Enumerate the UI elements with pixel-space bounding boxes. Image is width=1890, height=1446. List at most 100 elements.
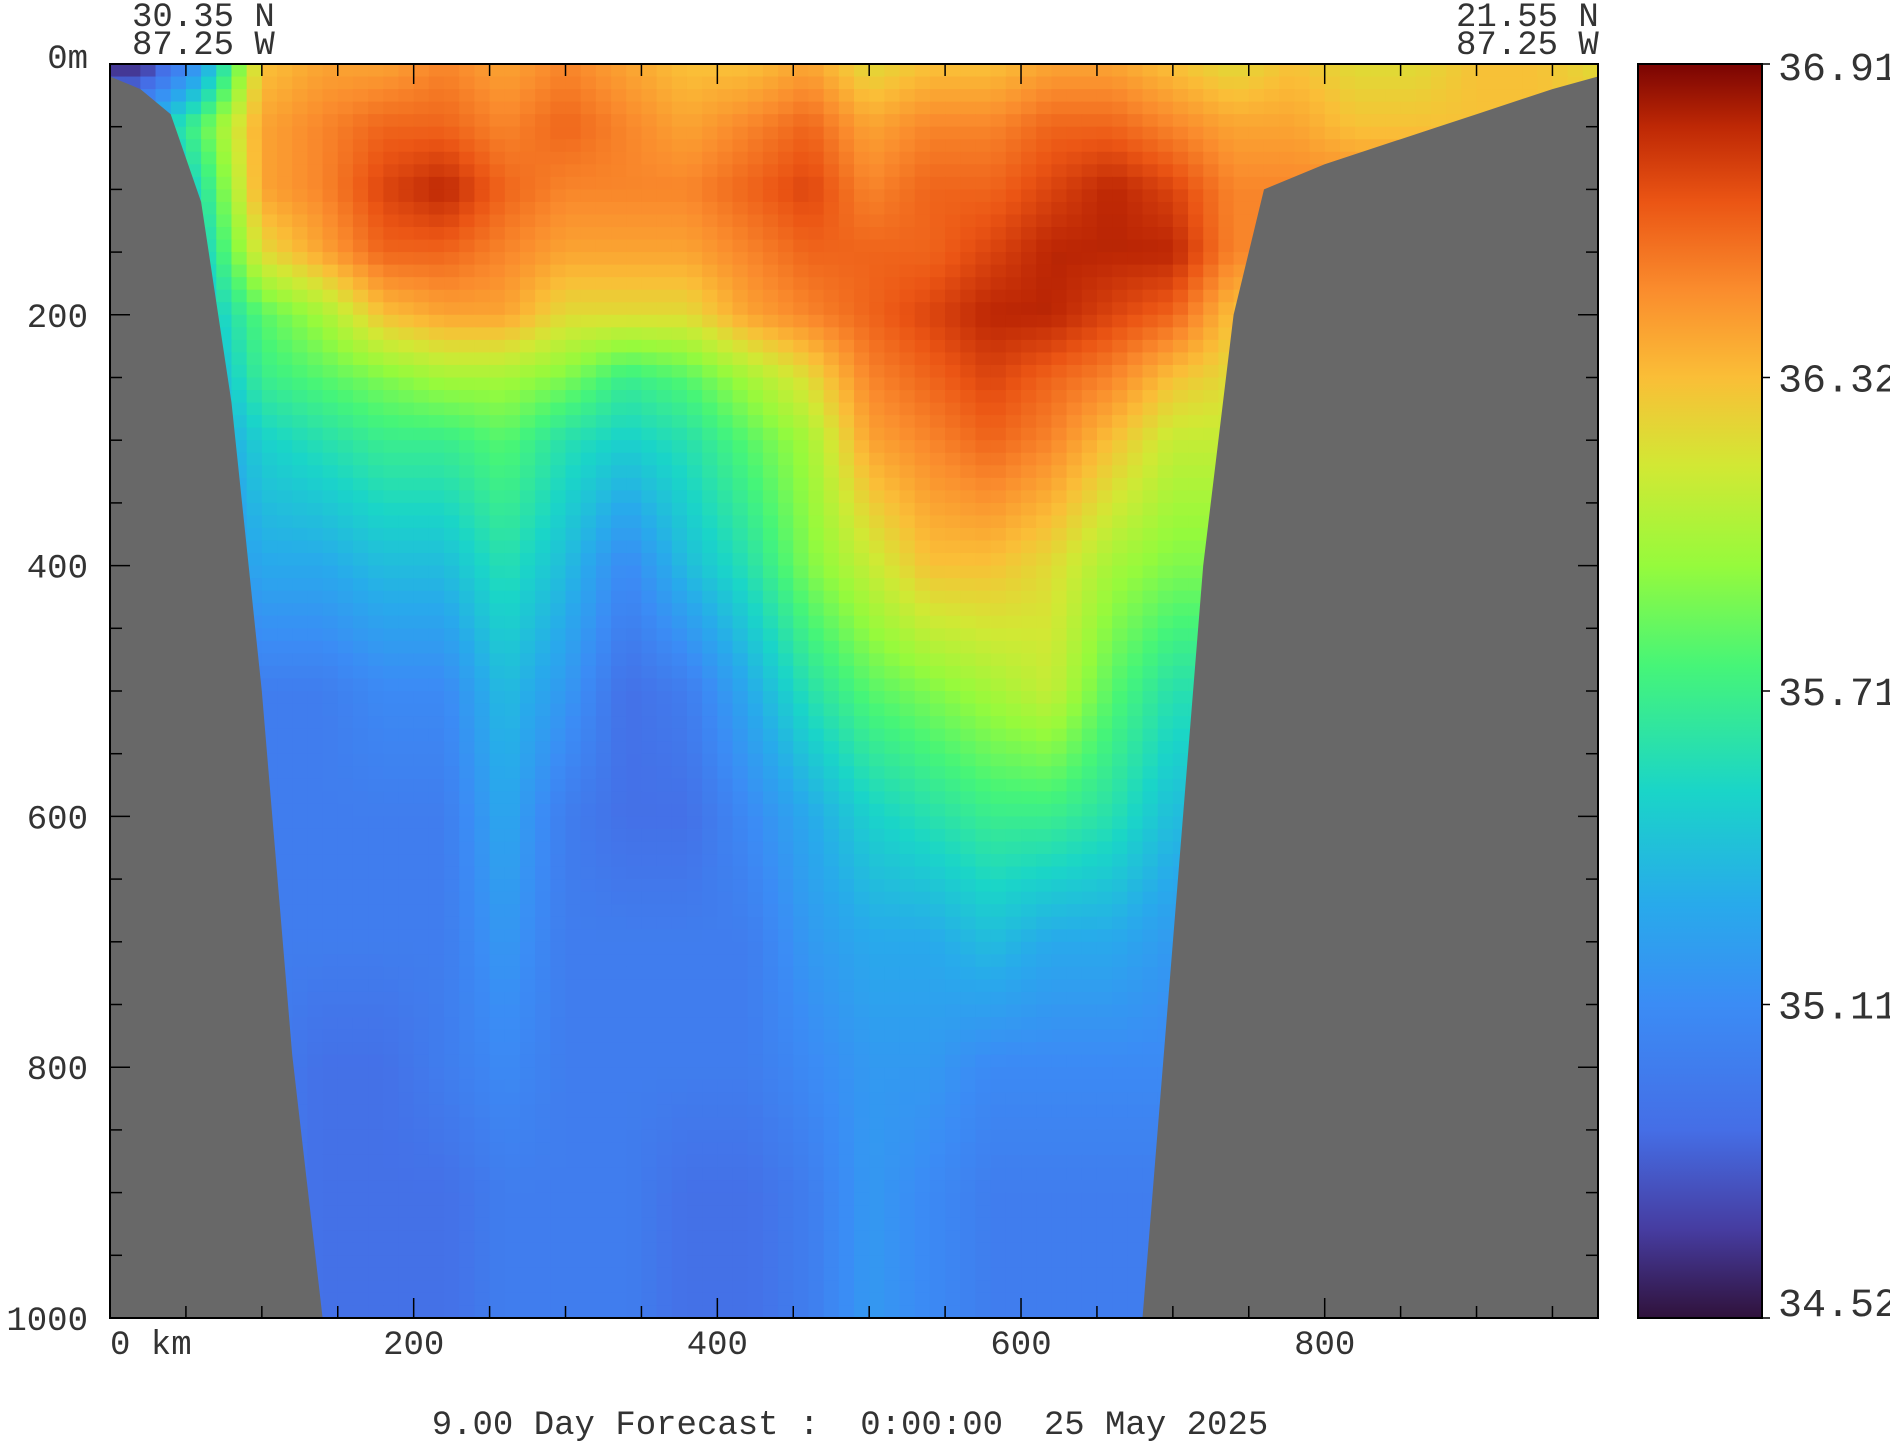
field-cell	[474, 189, 491, 203]
field-cell	[975, 189, 992, 203]
field-cell	[975, 452, 992, 466]
field-cell	[747, 565, 764, 579]
field-cell	[823, 126, 840, 140]
field-cell	[1218, 277, 1235, 291]
field-cell	[489, 252, 506, 266]
field-cell	[990, 527, 1007, 542]
field-cell	[1263, 76, 1280, 90]
field-cell	[413, 628, 430, 642]
field-cell	[641, 302, 658, 316]
field-cell	[702, 64, 718, 78]
field-cell	[292, 126, 308, 140]
field-cell	[732, 477, 749, 491]
field-cell	[428, 628, 445, 642]
field-cell	[383, 352, 400, 366]
field-cell	[352, 277, 369, 291]
field-cell	[277, 101, 293, 115]
field-cell	[1188, 452, 1204, 466]
field-cell	[383, 665, 400, 680]
field-cell	[337, 578, 354, 592]
field-cell	[823, 452, 840, 466]
field-cell	[428, 665, 445, 680]
field-cell	[246, 364, 263, 379]
field-cell	[1203, 314, 1219, 328]
field-cell	[914, 352, 931, 366]
field-cell	[277, 89, 293, 103]
field-cell	[398, 277, 415, 291]
field-cell	[398, 164, 415, 178]
field-cell	[383, 415, 400, 429]
field-cell	[838, 377, 855, 391]
field-cell	[459, 227, 475, 241]
field-cell	[459, 540, 475, 554]
field-cell	[702, 314, 718, 328]
field-cell	[838, 164, 855, 178]
field-cell	[459, 89, 475, 103]
field-cell	[246, 239, 263, 253]
field-cell	[489, 164, 506, 178]
field-cell	[1142, 264, 1159, 278]
field-cell	[292, 465, 308, 479]
field-cell	[1066, 189, 1083, 203]
field-cell	[1112, 289, 1128, 303]
field-cell	[398, 477, 415, 491]
field-cell	[1005, 440, 1022, 454]
field-cell	[778, 578, 794, 592]
field-cell	[929, 490, 946, 504]
field-cell	[201, 164, 217, 178]
field-cell	[1127, 327, 1144, 341]
field-cell	[686, 364, 703, 379]
field-cell	[1036, 89, 1052, 103]
field-cell	[489, 139, 506, 153]
field-cell	[1309, 151, 1326, 165]
field-cell	[808, 527, 825, 542]
field-cell	[823, 289, 840, 303]
field-cell	[854, 691, 870, 705]
field-cell	[747, 289, 764, 303]
field-cell	[671, 126, 688, 140]
field-cell	[702, 502, 718, 517]
field-cell	[762, 114, 779, 128]
field-cell	[1112, 678, 1128, 692]
field-cell	[990, 264, 1007, 278]
field-cell	[383, 603, 400, 617]
field-cell	[428, 114, 445, 128]
field-cell	[1036, 302, 1052, 316]
field-cell	[914, 502, 931, 517]
field-cell	[413, 640, 430, 654]
field-cell	[1355, 101, 1371, 115]
field-cell	[1142, 390, 1159, 404]
field-cell	[778, 628, 794, 642]
field-cell	[914, 628, 931, 642]
field-cell	[368, 189, 384, 203]
field-cell	[519, 352, 536, 366]
field-cell	[626, 126, 643, 140]
field-cell	[1218, 114, 1235, 128]
field-cell	[1339, 139, 1356, 153]
field-cell	[1051, 578, 1068, 592]
field-cell	[1172, 540, 1189, 554]
field-cell	[1142, 364, 1159, 379]
field-cell	[489, 527, 506, 542]
field-cell	[1172, 189, 1189, 203]
field-cell	[261, 440, 278, 454]
field-cell	[641, 640, 658, 654]
field-cell	[1157, 314, 1174, 328]
field-cell	[383, 327, 400, 341]
field-cell	[808, 302, 825, 316]
field-cell	[307, 628, 324, 642]
field-cell	[702, 214, 718, 228]
field-cell	[929, 390, 946, 404]
field-cell	[383, 452, 400, 466]
field-cell	[368, 302, 384, 316]
field-cell	[641, 126, 658, 140]
field-cell	[990, 364, 1007, 379]
field-cell	[929, 264, 946, 278]
field-cell	[960, 339, 977, 354]
field-cell	[823, 189, 840, 203]
field-cell	[246, 477, 263, 491]
field-cell	[671, 327, 688, 341]
field-cell	[368, 490, 384, 504]
field-cell	[914, 139, 931, 153]
field-cell	[686, 427, 703, 441]
